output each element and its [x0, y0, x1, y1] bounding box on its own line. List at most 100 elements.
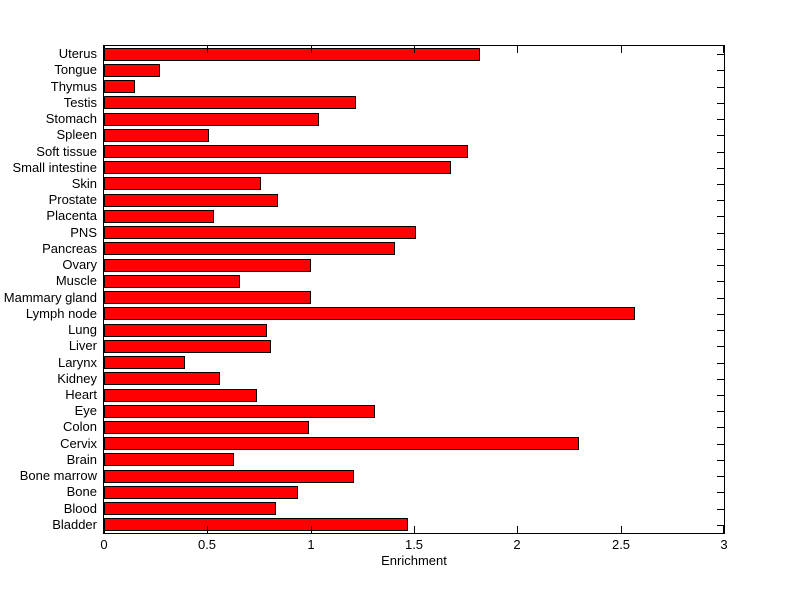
y-tick-right-lymph-node — [717, 314, 724, 315]
x-tick-top-0.5 — [207, 46, 208, 53]
y-tick-right-liver — [717, 346, 724, 347]
x-tick-label-0.5: 0.5 — [197, 537, 217, 552]
y-tick-right-small-intestine — [717, 168, 724, 169]
bar-soft-tissue — [104, 145, 468, 158]
y-tick-right-prostate — [717, 200, 724, 201]
x-tick-label-1: 1 — [307, 537, 315, 552]
y-tick-label-eye: Eye — [74, 403, 97, 418]
y-tick-right-pns — [717, 233, 724, 234]
x-tick-bottom-2 — [517, 526, 518, 533]
bar-ovary — [104, 259, 311, 272]
y-tick-right-bone-marrow — [717, 476, 724, 477]
bar-blood — [104, 502, 276, 515]
y-tick-right-soft-tissue — [717, 152, 724, 153]
x-tick-bottom-1.5 — [414, 526, 415, 533]
x-tick-top-2.5 — [621, 46, 622, 53]
y-tick-label-mammary-gland: Mammary gland — [3, 290, 97, 305]
bar-spleen — [104, 129, 209, 142]
bar-thymus — [104, 80, 135, 93]
y-tick-label-uterus: Uterus — [58, 46, 97, 61]
y-tick-right-colon — [717, 427, 724, 428]
y-tick-label-colon: Colon — [63, 419, 97, 434]
y-tick-right-pancreas — [717, 249, 724, 250]
bar-stomach — [104, 113, 319, 126]
x-tick-bottom-0 — [104, 526, 105, 533]
bar-pancreas — [104, 242, 395, 255]
y-tick-label-soft-tissue: Soft tissue — [36, 144, 97, 159]
y-tick-label-brain: Brain — [66, 452, 97, 467]
y-tick-label-lung: Lung — [68, 322, 97, 337]
y-tick-label-stomach: Stomach — [45, 111, 97, 126]
bar-placenta — [104, 210, 214, 223]
x-tick-bottom-0.5 — [207, 526, 208, 533]
bar-brain — [104, 453, 234, 466]
y-tick-right-larynx — [717, 363, 724, 364]
bar-uterus — [104, 48, 480, 61]
y-tick-right-skin — [717, 184, 724, 185]
y-tick-right-cervix — [717, 444, 724, 445]
y-tick-right-tongue — [717, 70, 724, 71]
bar-pns — [104, 226, 416, 239]
y-tick-right-thymus — [717, 87, 724, 88]
y-tick-right-spleen — [717, 135, 724, 136]
y-tick-right-mammary-gland — [717, 298, 724, 299]
bar-lymph-node — [104, 307, 635, 320]
x-tick-top-1 — [311, 46, 312, 53]
y-tick-label-lymph-node: Lymph node — [25, 306, 97, 321]
y-tick-label-spleen: Spleen — [56, 127, 97, 142]
x-tick-top-0 — [104, 46, 105, 53]
bar-mammary-gland — [104, 291, 311, 304]
y-tick-right-blood — [717, 509, 724, 510]
y-tick-label-tongue: Tongue — [54, 62, 97, 77]
x-tick-label-2.5: 2.5 — [611, 537, 631, 552]
y-tick-label-bladder: Bladder — [52, 517, 97, 532]
y-tick-right-bone — [717, 492, 724, 493]
y-tick-label-small-intestine: Small intestine — [12, 160, 97, 175]
bar-heart — [104, 389, 257, 402]
x-axis-title: Enrichment — [381, 553, 447, 568]
bar-prostate — [104, 194, 278, 207]
y-tick-right-heart — [717, 395, 724, 396]
y-tick-label-kidney: Kidney — [57, 371, 97, 386]
x-tick-label-2: 2 — [513, 537, 521, 552]
bar-cervix — [104, 437, 579, 450]
y-tick-right-bladder — [717, 525, 724, 526]
y-tick-label-cervix: Cervix — [60, 436, 97, 451]
bar-bladder — [104, 518, 408, 531]
y-tick-label-thymus: Thymus — [50, 79, 97, 94]
y-tick-label-prostate: Prostate — [48, 192, 97, 207]
bar-larynx — [104, 356, 185, 369]
y-tick-label-larynx: Larynx — [57, 355, 97, 370]
bar-bone — [104, 486, 298, 499]
bar-testis — [104, 96, 356, 109]
y-tick-right-ovary — [717, 265, 724, 266]
y-tick-right-kidney — [717, 379, 724, 380]
y-tick-label-pancreas: Pancreas — [42, 241, 97, 256]
y-tick-right-muscle — [717, 281, 724, 282]
y-tick-right-uterus — [717, 54, 724, 55]
y-tick-right-brain — [717, 460, 724, 461]
bar-small-intestine — [104, 161, 451, 174]
y-tick-label-heart: Heart — [65, 387, 97, 402]
bar-eye — [104, 405, 375, 418]
y-tick-label-skin: Skin — [71, 176, 97, 191]
x-tick-bottom-1 — [311, 526, 312, 533]
y-tick-label-bone-marrow: Bone marrow — [19, 468, 97, 483]
y-tick-right-testis — [717, 103, 724, 104]
y-tick-right-stomach — [717, 119, 724, 120]
y-tick-label-muscle: Muscle — [55, 273, 97, 288]
y-tick-label-ovary: Ovary — [62, 257, 97, 272]
bar-bone-marrow — [104, 470, 354, 483]
x-tick-top-2 — [517, 46, 518, 53]
y-tick-right-eye — [717, 411, 724, 412]
x-tick-top-1.5 — [414, 46, 415, 53]
bar-tongue — [104, 64, 160, 77]
x-tick-label-1.5: 1.5 — [404, 537, 424, 552]
x-tick-label-3: 3 — [720, 537, 728, 552]
bar-kidney — [104, 372, 220, 385]
bar-liver — [104, 340, 271, 353]
bar-muscle — [104, 275, 240, 288]
x-tick-bottom-2.5 — [621, 526, 622, 533]
plot-area — [103, 45, 725, 534]
